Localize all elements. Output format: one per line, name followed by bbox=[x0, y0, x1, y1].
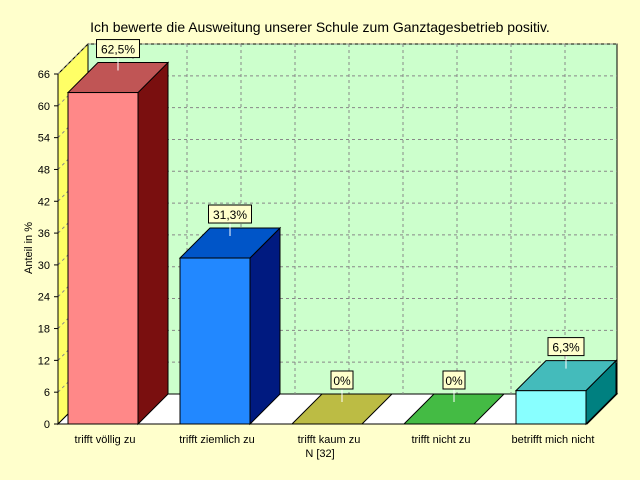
y-tick-label: 18 bbox=[38, 324, 50, 336]
y-tick-label: 0 bbox=[44, 419, 50, 431]
grid-line-side bbox=[57, 330, 89, 361]
data-label-box bbox=[96, 39, 140, 59]
grid-line-side bbox=[57, 234, 89, 266]
bar-front bbox=[515, 390, 587, 425]
category-label: trifft völlig zu bbox=[75, 434, 136, 446]
category-label: trifft kaum zu bbox=[298, 434, 361, 446]
y-tick-label: 36 bbox=[38, 228, 50, 240]
bar-top bbox=[66, 62, 170, 94]
data-label-box bbox=[208, 204, 252, 224]
bar-top bbox=[178, 227, 282, 259]
bar-group: 62,5% bbox=[66, 39, 170, 426]
data-label-box bbox=[547, 337, 585, 357]
bar-side bbox=[249, 226, 281, 426]
bars: 62,5% 31,3% 0% 0% 6,3% bbox=[66, 39, 618, 426]
bar-side bbox=[137, 61, 169, 426]
grid-line-side bbox=[57, 298, 89, 329]
category-labels: trifft völlig zu trifft ziemlich zu trifft… bbox=[75, 434, 595, 446]
data-label: 0% bbox=[445, 374, 463, 388]
bar-group: 0% bbox=[290, 370, 394, 425]
bar-group: 6,3% bbox=[514, 337, 618, 426]
grid-line-side bbox=[57, 170, 89, 202]
grid-line-side bbox=[57, 75, 89, 107]
grid-line-side bbox=[57, 361, 89, 393]
y-tick-label: 12 bbox=[38, 355, 50, 367]
chart-title: Ich bewerte die Ausweitung unserer Schul… bbox=[90, 19, 550, 35]
data-label: 62,5% bbox=[101, 43, 135, 57]
y-tick-label: 66 bbox=[38, 69, 50, 81]
grid-line-side bbox=[57, 43, 89, 75]
bar-front bbox=[179, 257, 251, 425]
bar-top bbox=[514, 360, 618, 392]
y-axis-label: Anteil in % bbox=[23, 222, 35, 274]
y-tick-label: 48 bbox=[38, 164, 50, 176]
y-tick-label: 54 bbox=[38, 133, 50, 145]
y-tick-label: 24 bbox=[38, 292, 50, 304]
plot-area bbox=[56, 42, 619, 426]
data-label-box bbox=[330, 370, 354, 390]
grid-line-side bbox=[57, 139, 89, 170]
y-tick-label: 30 bbox=[38, 260, 50, 272]
category-label: trifft ziemlich zu bbox=[179, 434, 255, 446]
category-label: betrifft mich nicht bbox=[512, 434, 595, 446]
bar-top bbox=[290, 393, 394, 425]
grid-line-side bbox=[57, 266, 89, 298]
grid-line-side bbox=[57, 202, 89, 234]
y-tick-label: 60 bbox=[38, 101, 50, 113]
data-label: 6,3% bbox=[552, 341, 580, 355]
y-axis-ticks: 0 6 12 18 24 30 36 42 48 54 60 66 bbox=[38, 69, 59, 431]
bar-group: 31,3% bbox=[178, 204, 282, 426]
category-label: trifft nicht zu bbox=[411, 434, 470, 446]
sample-size-note: N [32] bbox=[305, 448, 334, 460]
data-label-box bbox=[442, 370, 466, 390]
data-label: 0% bbox=[333, 374, 351, 388]
grid-line-side bbox=[57, 107, 89, 138]
y-tick-label: 42 bbox=[38, 196, 50, 208]
bar-group: 0% bbox=[402, 370, 506, 425]
back-wall bbox=[87, 43, 618, 395]
y-tick-label: 6 bbox=[44, 387, 50, 399]
bar-front bbox=[67, 92, 139, 425]
bar-top bbox=[402, 393, 506, 425]
data-label: 31,3% bbox=[213, 208, 247, 222]
